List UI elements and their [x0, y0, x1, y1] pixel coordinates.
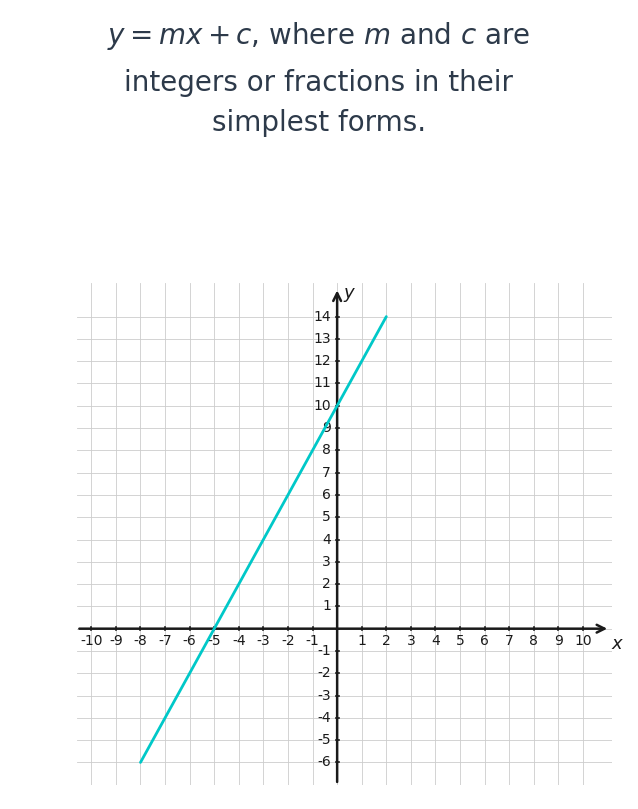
Text: 4: 4: [322, 532, 331, 547]
Text: -8: -8: [133, 634, 147, 648]
Text: -6: -6: [182, 634, 197, 648]
Text: -3: -3: [256, 634, 271, 648]
Text: 1: 1: [322, 599, 331, 613]
Text: -2: -2: [281, 634, 295, 648]
Text: -1: -1: [306, 634, 320, 648]
Text: -7: -7: [158, 634, 172, 648]
Text: 7: 7: [322, 466, 331, 480]
Text: simplest forms.: simplest forms.: [212, 109, 426, 138]
Text: $y$: $y$: [343, 286, 357, 304]
Text: 10: 10: [574, 634, 592, 648]
Text: 5: 5: [322, 510, 331, 524]
Text: 6: 6: [480, 634, 489, 648]
Text: -5: -5: [207, 634, 221, 648]
Text: -2: -2: [317, 667, 331, 680]
Text: 2: 2: [322, 577, 331, 591]
Text: 9: 9: [322, 421, 331, 435]
Text: 2: 2: [382, 634, 390, 648]
Text: 10: 10: [313, 399, 331, 413]
Text: 8: 8: [322, 443, 331, 457]
Text: $y = mx + c$, where $m$ and $c$ are: $y = mx + c$, where $m$ and $c$ are: [107, 20, 531, 53]
Text: 11: 11: [313, 376, 331, 391]
Text: 7: 7: [505, 634, 514, 648]
Text: -3: -3: [317, 688, 331, 702]
Text: 1: 1: [357, 634, 366, 648]
Text: 12: 12: [313, 354, 331, 368]
Text: 14: 14: [313, 310, 331, 324]
Text: 3: 3: [322, 555, 331, 569]
Text: 8: 8: [530, 634, 538, 648]
Text: -5: -5: [317, 733, 331, 748]
Text: -4: -4: [317, 711, 331, 725]
Text: -6: -6: [317, 756, 331, 769]
Text: 13: 13: [313, 332, 331, 346]
Text: 3: 3: [406, 634, 415, 648]
Text: -10: -10: [80, 634, 103, 648]
Text: -9: -9: [109, 634, 122, 648]
Text: -1: -1: [317, 644, 331, 658]
Text: 4: 4: [431, 634, 440, 648]
Text: integers or fractions in their: integers or fractions in their: [124, 69, 514, 97]
Text: 5: 5: [456, 634, 464, 648]
Text: 9: 9: [554, 634, 563, 648]
Text: $x$: $x$: [611, 635, 625, 653]
Text: 6: 6: [322, 488, 331, 502]
Text: -4: -4: [232, 634, 246, 648]
